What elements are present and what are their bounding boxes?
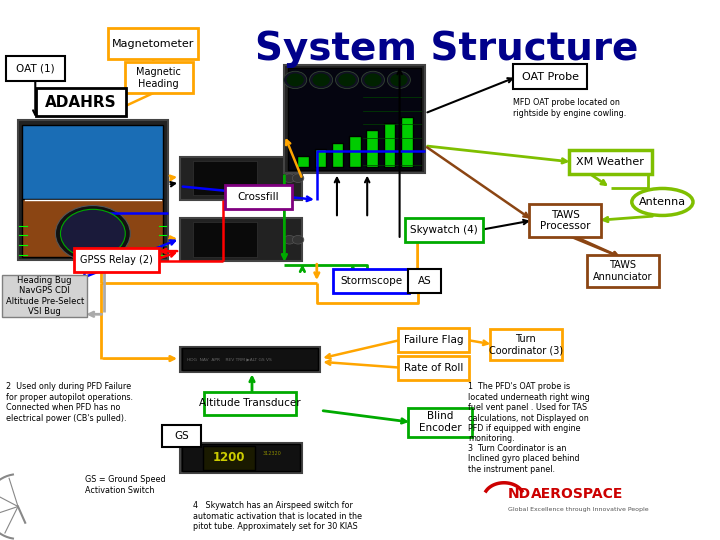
FancyBboxPatch shape	[332, 143, 343, 167]
FancyBboxPatch shape	[408, 408, 472, 437]
Text: 2  Used only during PFD Failure
for proper autopilot operations.
Connected when : 2 Used only during PFD Failure for prope…	[6, 382, 132, 422]
FancyBboxPatch shape	[384, 123, 395, 167]
Circle shape	[390, 73, 408, 86]
Circle shape	[361, 71, 384, 89]
FancyBboxPatch shape	[529, 204, 601, 237]
Text: Magnetometer: Magnetometer	[112, 39, 194, 49]
Text: OAT Probe: OAT Probe	[521, 72, 579, 82]
Circle shape	[292, 174, 304, 183]
Circle shape	[55, 206, 130, 262]
FancyBboxPatch shape	[193, 222, 256, 257]
FancyBboxPatch shape	[408, 269, 441, 293]
FancyBboxPatch shape	[401, 117, 413, 167]
Text: Failure Flag: Failure Flag	[404, 335, 463, 345]
FancyBboxPatch shape	[74, 248, 159, 272]
FancyBboxPatch shape	[193, 161, 256, 195]
Text: OAT (1): OAT (1)	[16, 64, 55, 73]
Text: Magnetic
Heading: Magnetic Heading	[136, 67, 181, 89]
FancyBboxPatch shape	[162, 425, 201, 447]
FancyBboxPatch shape	[108, 28, 198, 59]
FancyBboxPatch shape	[398, 356, 469, 380]
FancyBboxPatch shape	[315, 149, 326, 167]
Ellipse shape	[632, 188, 693, 215]
Text: TAWS
Processor: TAWS Processor	[540, 210, 590, 231]
Text: Turn
Coordinator (3): Turn Coordinator (3)	[489, 334, 562, 355]
FancyBboxPatch shape	[22, 199, 163, 257]
FancyBboxPatch shape	[182, 444, 300, 471]
Text: ADAHRS: ADAHRS	[45, 94, 117, 110]
FancyBboxPatch shape	[284, 65, 425, 173]
Text: Crossfill: Crossfill	[238, 192, 279, 202]
Text: GS = Ground Speed
Activation Switch: GS = Ground Speed Activation Switch	[85, 475, 166, 495]
FancyBboxPatch shape	[333, 269, 409, 293]
FancyBboxPatch shape	[6, 56, 65, 81]
FancyBboxPatch shape	[180, 157, 302, 200]
Text: 1  The PFD's OAT probe is
located underneath right wing
fuel vent panel . Used f: 1 The PFD's OAT probe is located underne…	[468, 382, 590, 443]
Text: MFD OAT probe located on
rightside by engine cowling.: MFD OAT probe located on rightside by en…	[513, 98, 626, 118]
Text: AS: AS	[418, 276, 432, 286]
Circle shape	[284, 174, 295, 183]
Circle shape	[336, 71, 359, 89]
Text: 312320: 312320	[263, 451, 282, 456]
FancyBboxPatch shape	[297, 156, 309, 167]
FancyBboxPatch shape	[180, 347, 320, 372]
Text: Antenna: Antenna	[639, 197, 686, 207]
Text: 3  Turn Coordinator is an
Inclined gyro placed behind
the instrument panel.: 3 Turn Coordinator is an Inclined gyro p…	[468, 444, 580, 474]
Text: Stormscope: Stormscope	[340, 276, 402, 286]
Circle shape	[310, 71, 333, 89]
FancyBboxPatch shape	[490, 329, 562, 360]
Text: GS: GS	[174, 431, 189, 441]
Text: GPSS Relay (2): GPSS Relay (2)	[80, 255, 153, 265]
FancyBboxPatch shape	[22, 125, 163, 201]
Circle shape	[60, 210, 125, 258]
Text: XM Weather: XM Weather	[576, 157, 644, 167]
Circle shape	[284, 71, 307, 89]
FancyBboxPatch shape	[125, 62, 193, 93]
Text: Blind
Encoder: Blind Encoder	[418, 411, 462, 433]
FancyBboxPatch shape	[405, 218, 483, 242]
FancyBboxPatch shape	[225, 185, 292, 209]
FancyBboxPatch shape	[513, 64, 587, 89]
Circle shape	[287, 73, 304, 86]
FancyBboxPatch shape	[366, 130, 378, 167]
Circle shape	[364, 73, 382, 86]
FancyBboxPatch shape	[182, 348, 318, 370]
Text: 4   Skywatch has an Airspeed switch for
automatic activation that is located in : 4 Skywatch has an Airspeed switch for au…	[193, 501, 362, 531]
FancyBboxPatch shape	[2, 275, 87, 317]
Text: Global Excellence through Innovative People: Global Excellence through Innovative Peo…	[508, 507, 648, 512]
Text: AEROSPACE: AEROSPACE	[531, 487, 624, 501]
Text: ND: ND	[508, 487, 531, 501]
FancyBboxPatch shape	[349, 136, 361, 167]
FancyBboxPatch shape	[288, 68, 421, 170]
Circle shape	[292, 235, 304, 244]
Text: Heading Bug
NavGPS CDI
Altitude Pre-Select
VSI Bug: Heading Bug NavGPS CDI Altitude Pre-Sele…	[6, 276, 84, 316]
FancyBboxPatch shape	[180, 218, 302, 261]
Circle shape	[338, 73, 356, 86]
Text: System Structure: System Structure	[255, 30, 638, 68]
Text: TAWS
Annunciator: TAWS Annunciator	[593, 260, 652, 282]
Text: HDG  NAV  APR    REV TRM ▶ALT GS VS: HDG NAV APR REV TRM ▶ALT GS VS	[187, 357, 272, 361]
Text: 1200: 1200	[212, 451, 246, 464]
Text: Rate of Roll: Rate of Roll	[404, 363, 463, 373]
FancyBboxPatch shape	[36, 88, 126, 116]
Circle shape	[284, 235, 295, 244]
FancyBboxPatch shape	[180, 443, 302, 473]
FancyBboxPatch shape	[398, 328, 469, 352]
Circle shape	[387, 71, 410, 89]
Text: Altitude Transducer: Altitude Transducer	[199, 399, 301, 408]
FancyBboxPatch shape	[18, 120, 168, 260]
FancyBboxPatch shape	[204, 392, 296, 415]
FancyBboxPatch shape	[203, 446, 255, 470]
Text: Skywatch (4): Skywatch (4)	[410, 225, 478, 235]
FancyBboxPatch shape	[569, 150, 652, 174]
FancyBboxPatch shape	[587, 255, 659, 287]
Circle shape	[312, 73, 330, 86]
